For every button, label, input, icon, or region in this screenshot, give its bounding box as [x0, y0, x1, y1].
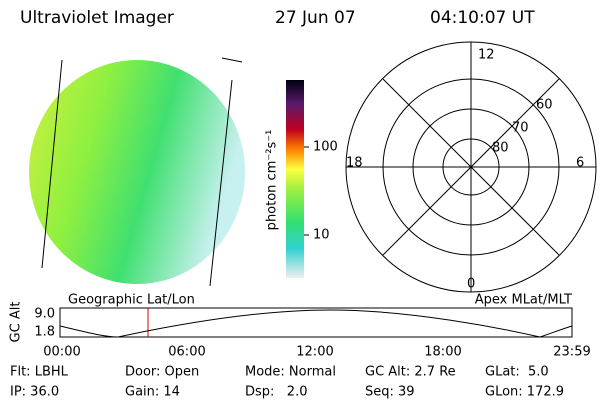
footer-field: IP: 36.0 [10, 385, 59, 400]
title: Ultraviolet Imager [20, 8, 174, 28]
orbit-y-label: GC Alt [9, 302, 24, 343]
mlt-label: 6 [576, 156, 584, 171]
colorbar-label: photon cm⁻²s⁻¹ [265, 130, 280, 231]
footer-field: GLon: 172.9 [485, 385, 564, 400]
mlt-label: 18 [346, 156, 363, 171]
time: 04:10:07 UT [430, 8, 535, 28]
footer-field: Seq: 39 [365, 385, 415, 400]
footer-field: Gain: 14 [125, 385, 180, 400]
mlat-label: 80 [492, 141, 509, 156]
imager [29, 57, 245, 287]
colorbar: 100 10 photon cm⁻²s⁻¹ [265, 80, 338, 278]
footer-field: GLat: 5.0 [485, 365, 549, 380]
footer-field: GC Alt: 2.7 Re [365, 365, 456, 380]
colorbar-tick: 100 [313, 140, 338, 155]
footer: Flt: LBHL Door: Open Mode: Normal GC Alt: 2… [10, 365, 564, 400]
footer-field: Flt: LBHL [10, 365, 69, 380]
mlt-label: 12 [478, 48, 495, 63]
orbit-x-tick: 18:00 [424, 345, 461, 360]
colorbar-tick: 10 [313, 228, 330, 243]
orbit-y-tick: 9.0 [34, 307, 55, 322]
orbit-x-tick: 23:59 [553, 345, 590, 360]
date: 27 Jun 07 [275, 8, 356, 28]
mlt-label: 0 [467, 277, 475, 292]
orbit-y-tick: 1.8 [34, 325, 55, 340]
orbit-x-tick: 00:00 [43, 345, 80, 360]
mlat-label: 70 [512, 121, 529, 136]
orbit-left-title: Geographic Lat/Lon [68, 293, 195, 308]
orbit-plot: Geographic Lat/Lon Apex MLat/MLT GC Alt … [9, 293, 591, 360]
mlat-label: 60 [536, 98, 553, 113]
polar-grid [345, 41, 597, 293]
footer-field: Door: Open [125, 365, 199, 380]
footer-field: Dsp: 2.0 [245, 385, 308, 400]
orbit-right-title: Apex MLat/MLT [475, 293, 572, 308]
orbit-x-tick: 06:00 [168, 345, 205, 360]
orbit-x-tick: 12:00 [296, 345, 333, 360]
footer-field: Mode: Normal [245, 365, 336, 380]
